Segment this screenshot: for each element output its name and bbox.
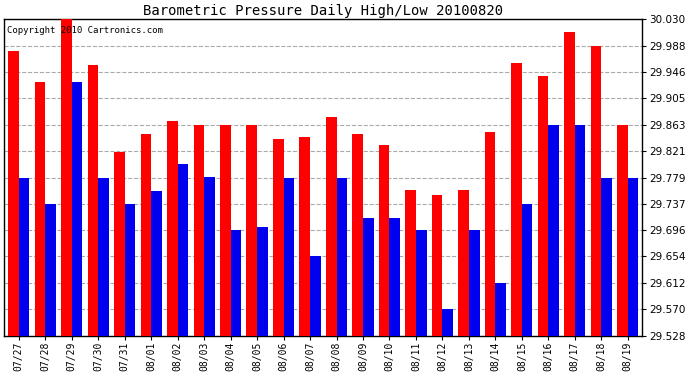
Title: Barometric Pressure Daily High/Low 20100820: Barometric Pressure Daily High/Low 20100… <box>144 4 503 18</box>
Bar <box>193 124 204 336</box>
Bar <box>602 178 612 336</box>
Bar <box>72 82 82 336</box>
Bar <box>575 124 585 336</box>
Bar <box>511 63 522 336</box>
Bar <box>363 218 373 336</box>
Bar <box>495 283 506 336</box>
Bar <box>46 204 56 336</box>
Bar <box>628 178 638 336</box>
Bar <box>442 309 453 336</box>
Bar <box>416 230 426 336</box>
Bar <box>405 190 416 336</box>
Bar <box>353 134 363 336</box>
Bar <box>204 177 215 336</box>
Bar <box>522 204 533 336</box>
Bar <box>618 124 628 336</box>
Bar <box>273 139 284 336</box>
Bar <box>549 124 559 336</box>
Bar <box>177 164 188 336</box>
Bar <box>564 32 575 336</box>
Bar <box>299 137 310 336</box>
Bar <box>34 82 46 336</box>
Bar <box>485 132 495 336</box>
Bar <box>538 76 549 336</box>
Bar <box>8 51 19 336</box>
Bar <box>257 227 268 336</box>
Bar <box>337 178 347 336</box>
Bar <box>469 230 480 336</box>
Text: Copyright 2010 Cartronics.com: Copyright 2010 Cartronics.com <box>8 26 164 34</box>
Bar <box>230 230 241 336</box>
Bar <box>61 20 72 336</box>
Bar <box>19 178 29 336</box>
Bar <box>220 124 230 336</box>
Bar <box>151 191 161 336</box>
Bar <box>246 124 257 336</box>
Bar <box>167 122 177 336</box>
Bar <box>389 218 400 336</box>
Bar <box>310 256 321 336</box>
Bar <box>458 190 469 336</box>
Bar <box>379 146 389 336</box>
Bar <box>125 204 135 336</box>
Bar <box>114 152 125 336</box>
Bar <box>591 46 602 336</box>
Bar <box>432 195 442 336</box>
Bar <box>284 178 294 336</box>
Bar <box>141 134 151 336</box>
Bar <box>88 65 98 336</box>
Bar <box>98 178 109 336</box>
Bar <box>326 117 337 336</box>
